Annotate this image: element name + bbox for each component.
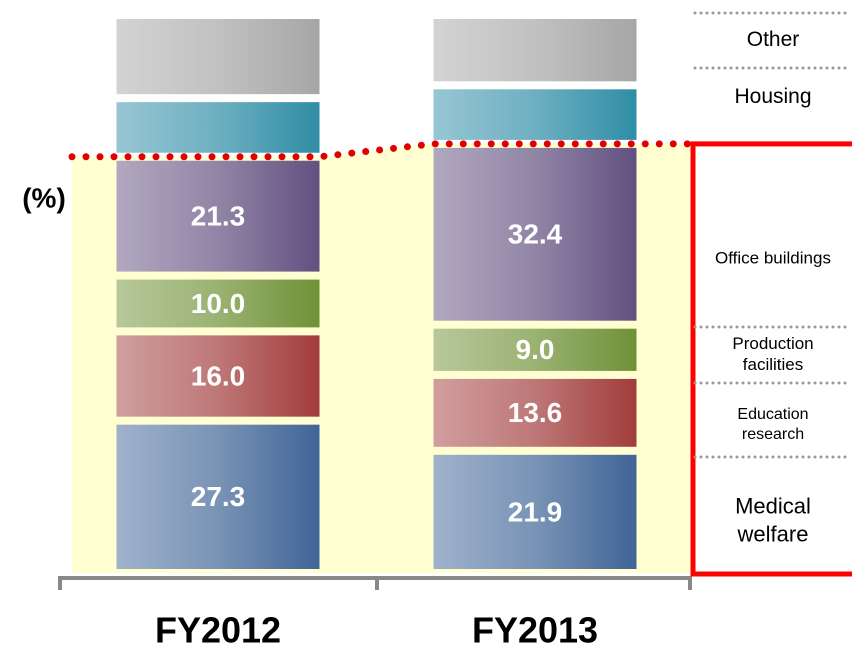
bar-segment — [433, 19, 637, 82]
legend-label: Office buildings — [715, 248, 831, 268]
y-axis-label: (%) — [22, 182, 66, 213]
data-label: 21.3 — [191, 201, 246, 232]
bar-segment — [116, 279, 320, 328]
bar-segment — [433, 378, 637, 447]
data-label: 9.0 — [516, 334, 555, 365]
bar-segment — [116, 102, 320, 153]
data-label: 32.4 — [508, 219, 563, 250]
data-label: 21.9 — [508, 496, 563, 527]
bar-segment — [116, 160, 320, 272]
data-label: 13.6 — [508, 397, 563, 428]
x-tick-label: FY2013 — [472, 610, 598, 651]
x-tick-label: FY2012 — [155, 610, 281, 651]
data-label: 27.3 — [191, 481, 246, 512]
highlight-box — [690, 141, 852, 577]
bar-segment — [116, 335, 320, 417]
bar-segment — [433, 328, 637, 371]
data-label: 16.0 — [191, 360, 246, 391]
legend-label: Medical welfare — [735, 493, 811, 547]
bar-segment — [433, 89, 637, 140]
legend-label: Production facilities — [732, 333, 814, 374]
bar-segment — [433, 147, 637, 321]
data-label: 10.0 — [191, 288, 246, 319]
legend-label: Housing — [734, 84, 812, 108]
bar-segment — [116, 424, 320, 569]
bar-segment — [433, 454, 637, 569]
legend-label: Education research — [737, 406, 809, 443]
bar-segment — [116, 19, 320, 95]
dotted-line — [68, 140, 694, 161]
legend-label: Other — [746, 27, 800, 51]
